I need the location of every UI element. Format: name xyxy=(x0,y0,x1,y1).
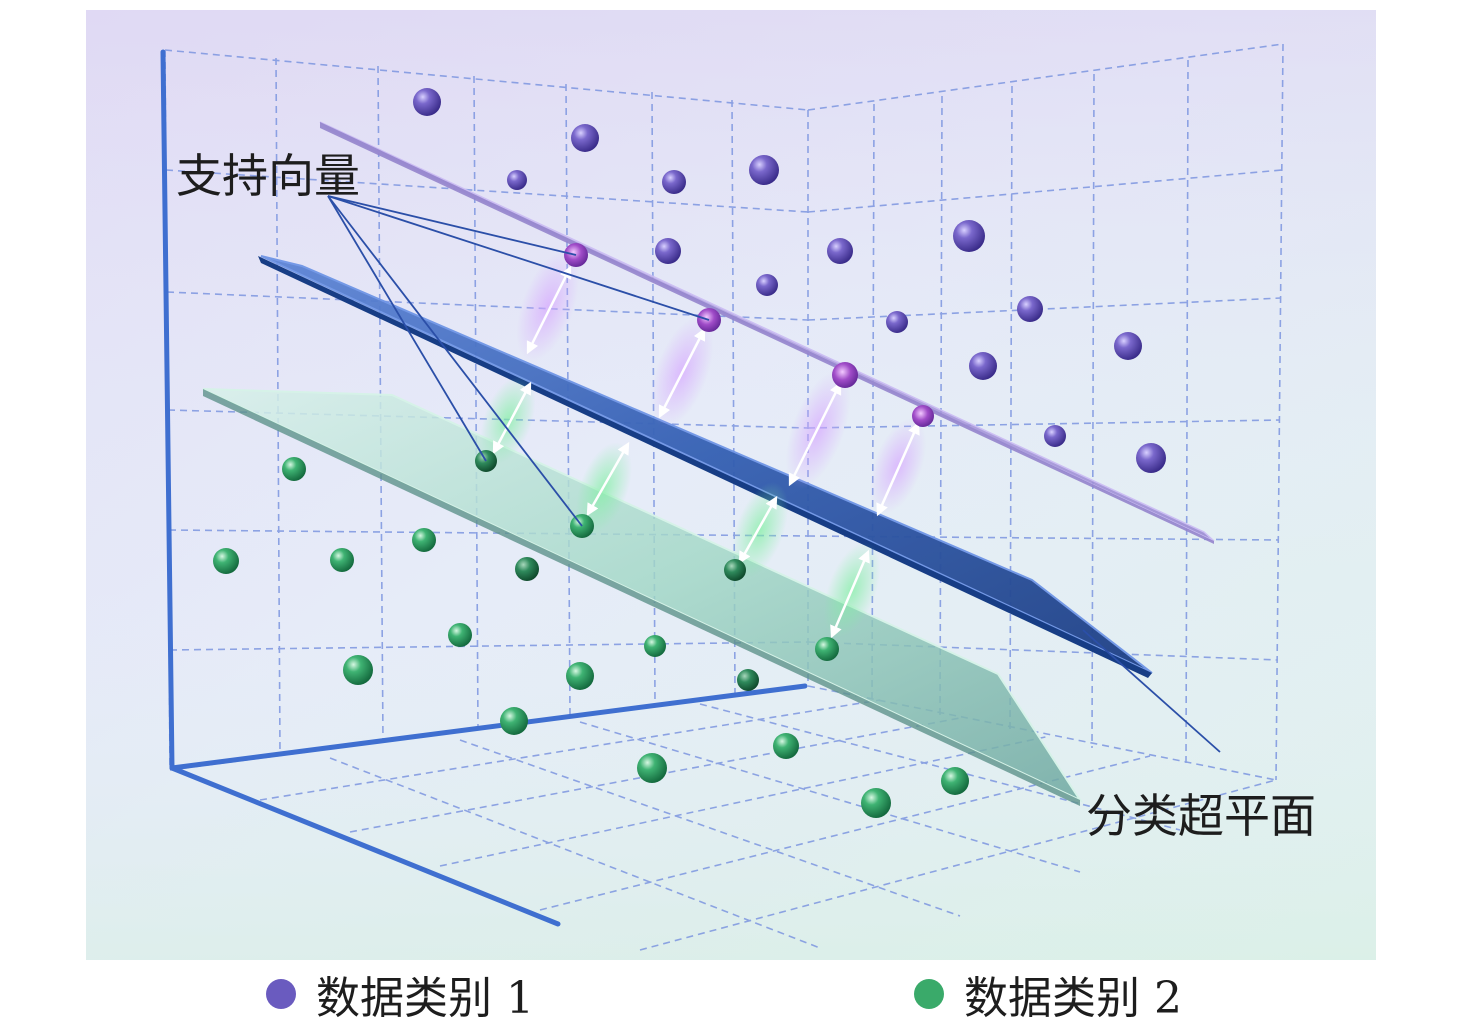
leader-line xyxy=(327,195,487,462)
class-2-point xyxy=(566,662,594,690)
leader-line xyxy=(327,195,583,527)
support-vector-class-1 xyxy=(912,405,934,427)
margin-arrow xyxy=(526,265,572,355)
margin-arrow xyxy=(738,495,778,565)
class-1-points xyxy=(413,88,1166,473)
class-1-point xyxy=(953,220,985,252)
legend-swatch-class-1 xyxy=(266,979,296,1009)
class-1-point xyxy=(756,274,778,296)
class-2-point xyxy=(941,767,969,795)
support-vectors-label: 支持向量 xyxy=(176,149,360,203)
class-1-point xyxy=(1114,332,1142,360)
class-2-point xyxy=(343,655,373,685)
z-axis xyxy=(160,49,175,771)
class-1-point xyxy=(507,170,527,190)
hyperplane-leader-line xyxy=(1082,629,1221,753)
class-1-point xyxy=(571,124,599,152)
leader-line xyxy=(327,195,577,256)
class-2-point xyxy=(737,669,759,691)
margin-arrow xyxy=(658,327,706,419)
margin-arrow xyxy=(492,381,532,455)
margin-arrows xyxy=(492,265,920,639)
class-1-point xyxy=(1044,425,1066,447)
class-1-point xyxy=(655,238,681,264)
legend-label-class-1: 数据类别 1 xyxy=(316,973,534,1024)
class-1-point xyxy=(413,88,441,116)
hyperplane-label: 分类超平面 xyxy=(1086,789,1316,843)
y-axis xyxy=(169,765,561,927)
legend-item-class-2: 数据类别 2 xyxy=(914,966,1182,1024)
class-2-points-front xyxy=(500,707,969,818)
support-vector-leaders xyxy=(327,195,1221,753)
class-1-point xyxy=(1136,443,1166,473)
margin-plane-class-1-edge xyxy=(320,122,1214,544)
axes xyxy=(160,49,808,927)
support-vector-points xyxy=(475,243,934,661)
class-2-points-back xyxy=(213,457,759,691)
legend-swatch-class-2 xyxy=(914,979,944,1009)
class-2-point xyxy=(282,457,306,481)
class-2-point xyxy=(861,788,891,818)
support-vector-class-2 xyxy=(724,559,746,581)
class-1-point xyxy=(749,155,779,185)
class-2-point xyxy=(330,548,354,572)
x-axis xyxy=(169,683,808,771)
support-vector-class-1 xyxy=(832,362,858,388)
class-2-point xyxy=(644,635,666,657)
margin-arrow xyxy=(830,549,870,639)
class-1-point xyxy=(969,352,997,380)
legend-label-class-2: 数据类别 2 xyxy=(964,973,1182,1024)
margin-arrow xyxy=(586,441,630,517)
class-2-point xyxy=(515,557,539,581)
leader-line xyxy=(327,195,710,321)
background-shade xyxy=(86,10,1376,960)
class-1-point xyxy=(1017,296,1043,322)
class-1-point xyxy=(827,238,853,264)
class-2-point xyxy=(448,623,472,647)
class-2-point xyxy=(500,707,528,735)
margin-plane-class-2-edge xyxy=(203,389,1080,806)
separating-hyperplane xyxy=(260,255,1153,674)
margin-arrow xyxy=(876,421,920,517)
class-2-point xyxy=(213,548,239,574)
class-2-point xyxy=(412,528,436,552)
separating-hyperplane-edge xyxy=(258,256,1152,678)
class-1-point xyxy=(662,170,686,194)
class-1-point xyxy=(886,311,908,333)
class-2-point xyxy=(773,733,799,759)
legend-item-class-1: 数据类别 1 xyxy=(266,966,534,1024)
class-2-point xyxy=(637,753,667,783)
support-vector-class-2 xyxy=(815,637,839,661)
margin-arrow xyxy=(788,381,842,487)
